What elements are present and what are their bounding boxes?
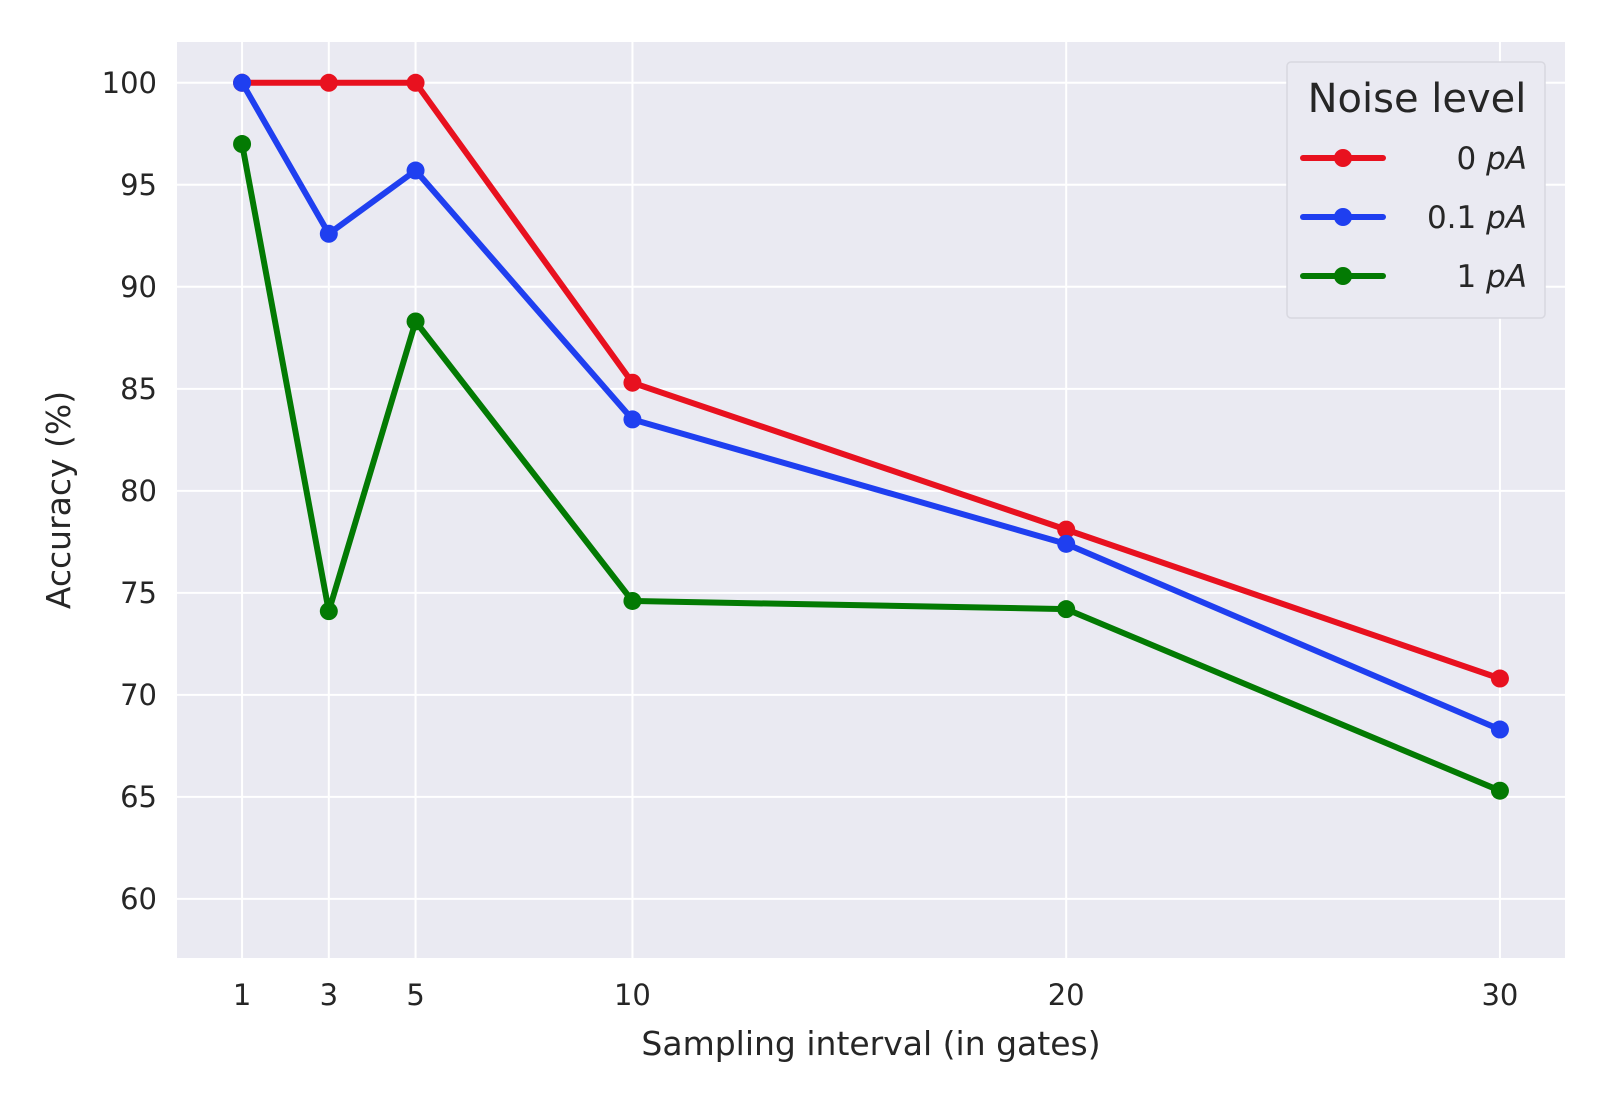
legend-box bbox=[1286, 61, 1546, 319]
y-tick-label: 80 bbox=[120, 474, 157, 508]
data-point bbox=[319, 602, 338, 621]
x-tick-label: 10 bbox=[614, 978, 651, 1012]
x-tick-label: 5 bbox=[406, 978, 424, 1012]
data-point bbox=[406, 312, 425, 331]
series-2 bbox=[233, 135, 1509, 800]
legend-marker bbox=[1334, 149, 1352, 167]
data-point bbox=[319, 73, 338, 92]
x-tick-label: 3 bbox=[320, 978, 338, 1012]
legend-unit: pA bbox=[1476, 141, 1527, 177]
data-point bbox=[233, 135, 252, 154]
x-tick-label: 1 bbox=[233, 978, 251, 1012]
data-point bbox=[1490, 669, 1509, 688]
legend-unit: pA bbox=[1476, 200, 1527, 236]
legend-title: Noise level bbox=[1308, 76, 1527, 122]
y-tick-label: 100 bbox=[102, 66, 157, 100]
data-point bbox=[233, 73, 252, 92]
y-tick-label: 65 bbox=[120, 780, 157, 814]
legend-items: 0 pA0.1 pA1 pA bbox=[1300, 141, 1527, 295]
x-tick-label: 30 bbox=[1481, 978, 1518, 1012]
series-lines bbox=[233, 73, 1509, 800]
legend-item: 0 pA bbox=[1300, 141, 1527, 177]
legend-value: 1 bbox=[1457, 259, 1477, 295]
legend-value: 0 bbox=[1457, 141, 1477, 177]
data-point bbox=[623, 373, 642, 392]
series-line bbox=[239, 141, 1503, 794]
data-point bbox=[1490, 781, 1509, 800]
series-line bbox=[239, 79, 1503, 733]
legend-unit: pA bbox=[1476, 259, 1527, 295]
legend-label: 0 pA bbox=[1457, 141, 1527, 177]
data-point bbox=[406, 161, 425, 180]
y-tick-label: 85 bbox=[120, 372, 157, 406]
legend-value: 0.1 bbox=[1427, 200, 1476, 236]
data-point bbox=[623, 591, 642, 610]
legend-marker bbox=[1334, 267, 1352, 285]
y-tick-label: 95 bbox=[120, 168, 157, 202]
data-point bbox=[623, 410, 642, 429]
data-point bbox=[1057, 520, 1076, 539]
data-point bbox=[406, 73, 425, 92]
data-point bbox=[1057, 600, 1076, 619]
legend-label: 1 pA bbox=[1457, 259, 1527, 295]
legend-item: 1 pA bbox=[1300, 259, 1527, 295]
y-axis-label: Accuracy (%) bbox=[39, 391, 78, 609]
y-tick-label: 60 bbox=[120, 882, 157, 916]
y-tick-label: 90 bbox=[120, 270, 157, 304]
y-tick-label: 75 bbox=[120, 576, 157, 610]
legend-marker bbox=[1334, 208, 1352, 226]
legend-item: 0.1 pA bbox=[1300, 200, 1527, 236]
data-point bbox=[319, 224, 338, 243]
y-tick-label: 70 bbox=[120, 678, 157, 712]
data-point bbox=[1490, 720, 1509, 739]
legend: Noise level 0 pA0.1 pA1 pA bbox=[1286, 61, 1546, 319]
x-axis-label: Sampling interval (in gates) bbox=[641, 1024, 1100, 1063]
legend-label: 0.1 pA bbox=[1427, 200, 1527, 236]
data-point bbox=[1057, 534, 1076, 553]
series-1 bbox=[233, 73, 1509, 739]
x-tick-label: 20 bbox=[1048, 978, 1085, 1012]
series-line bbox=[239, 79, 1503, 682]
